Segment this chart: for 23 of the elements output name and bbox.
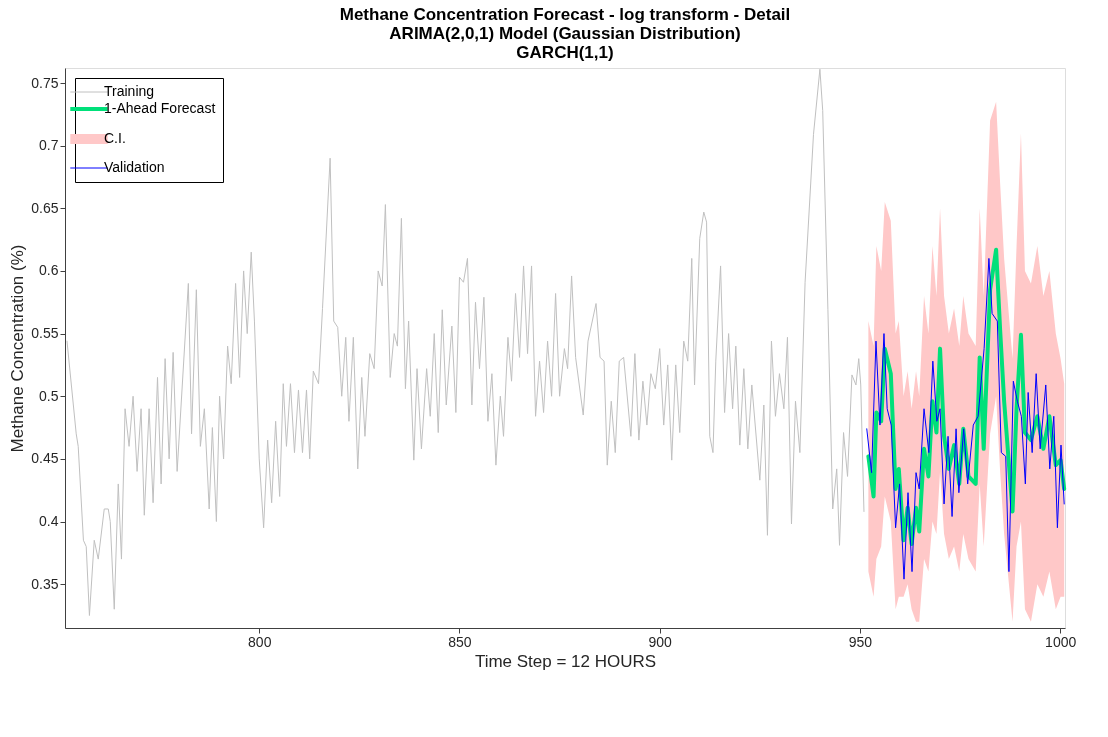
x-tick-label: 800 [248, 633, 272, 650]
x-tick-label: 950 [848, 633, 873, 650]
x-axis-title: Time Step = 12 HOURS [474, 651, 657, 671]
legend-label: Training [104, 83, 155, 99]
y-tick-label: 0.7 [39, 137, 59, 154]
x-tick-label: 850 [448, 633, 472, 650]
y-tick-label: 0.5 [39, 387, 59, 404]
legend-label: Validation [104, 159, 165, 175]
x-tick-label: 900 [648, 633, 673, 650]
annotation: C.I. [104, 130, 126, 146]
y-tick-label: 0.35 [31, 575, 59, 592]
y-tick-label: 0.75 [31, 74, 59, 91]
chart-subtitle: ARIMA(2,0,1) Model (Gaussian Distribution) GARCH(1,1) [389, 24, 741, 62]
y-tick-label: 0.65 [31, 199, 59, 216]
y-tick-label: 0.55 [31, 325, 59, 342]
y-axis-title: Methane Concentration (%) [8, 244, 28, 453]
x-tick-label: 1000 [1045, 633, 1077, 650]
y-tick-label: 0.4 [39, 513, 59, 530]
y-tick-label: 0.6 [39, 262, 59, 279]
chart-title: Methane Concentration Forecast - log transform - Detail [339, 5, 791, 24]
legend-label: 1-Ahead Forecast [104, 100, 216, 116]
line-series [66, 68, 865, 616]
y-tick-label: 0.45 [31, 450, 59, 467]
